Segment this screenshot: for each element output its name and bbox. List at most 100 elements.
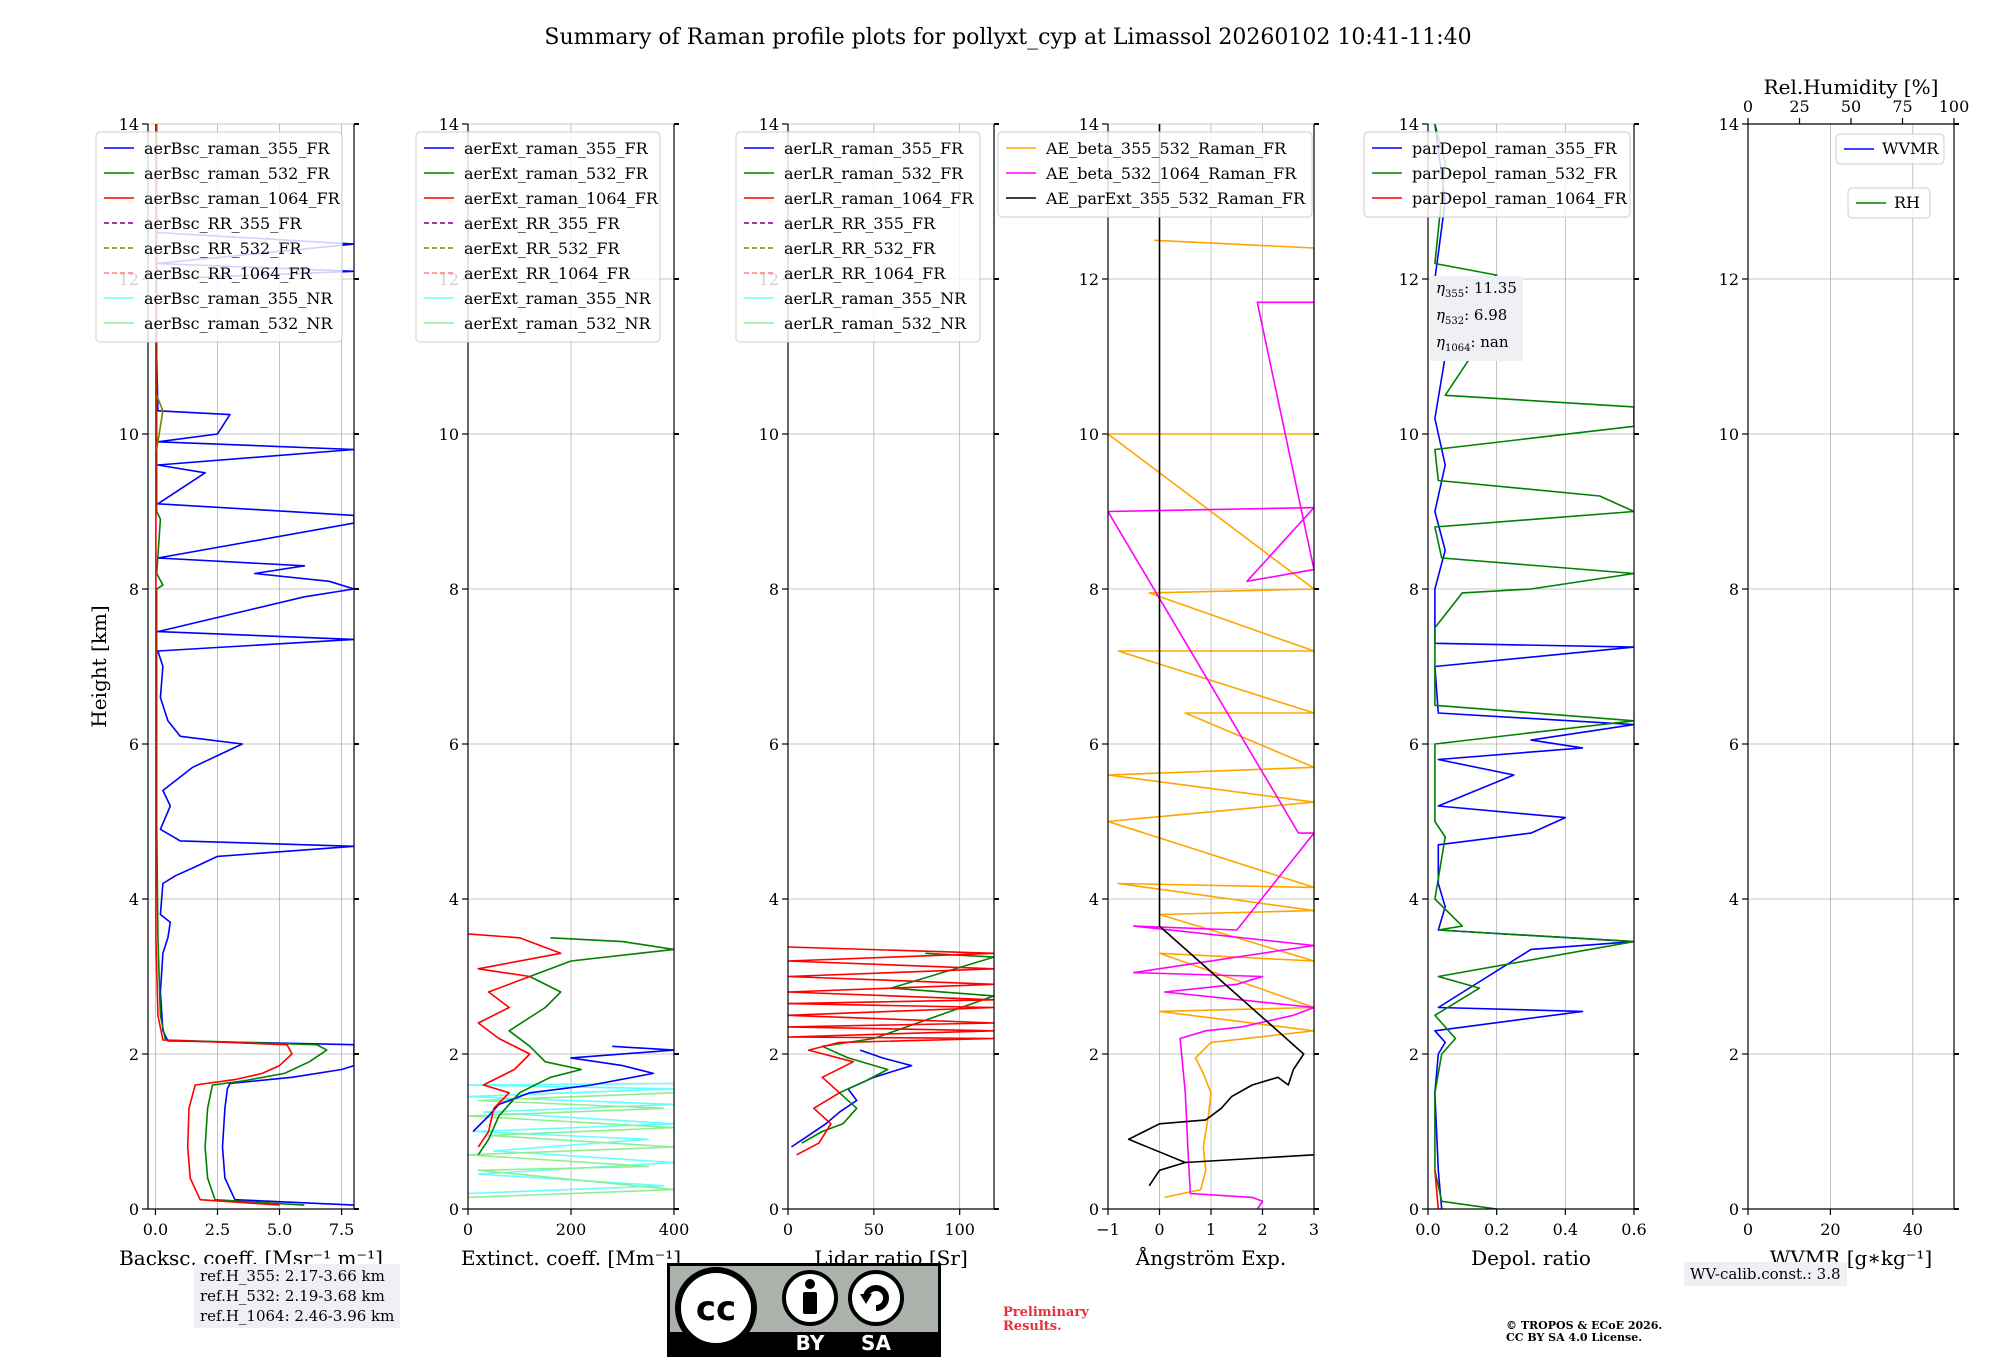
cc-logo-icon (675, 1267, 757, 1349)
y-tick-label: 4 (1409, 890, 1419, 909)
y-tick-label: 2 (449, 1045, 459, 1064)
y-tick-label: 8 (449, 580, 459, 599)
legend-box (735, 131, 981, 343)
y-tick-label: 2 (1729, 1045, 1739, 1064)
x-tick-label: 200 (556, 1220, 587, 1239)
x-tick-label: 0.0 (143, 1220, 168, 1239)
legend-label: aerExt_RR_532_FR (464, 239, 621, 258)
y-tick-label: 0 (1089, 1200, 1099, 1219)
series-parDepol_raman_1064_FR (1434, 1170, 1440, 1209)
y-tick-label: 10 (119, 425, 139, 444)
series-aerBsc_RR_532_FR (155, 395, 164, 450)
series-parDepol_raman_355_FR (1434, 124, 1634, 1209)
y-tick-label: 8 (1089, 580, 1099, 599)
series-aerLR_raman_532_FR (801, 952, 994, 1144)
x-tick-label: 0 (1154, 1220, 1164, 1239)
x-tick-label: 0.0 (1415, 1220, 1440, 1239)
legend-label: aerBsc_raman_355_FR (144, 139, 330, 158)
x-tick-label: 5.0 (267, 1220, 292, 1239)
ref-height-532: ref.H_532: 2.19-3.68 km (200, 1287, 385, 1305)
series-aerExt_raman_355_NR (468, 1082, 674, 1195)
top-axis-label: Rel.Humidity [%] (1764, 75, 1939, 99)
y-tick-label: 0 (1409, 1200, 1419, 1219)
x-tick-label: 0.6 (1621, 1220, 1646, 1239)
legend-label: aerLR_RR_355_FR (784, 214, 936, 233)
figure-title: Summary of Raman profile plots for polly… (544, 25, 1471, 50)
legend-label: aerLR_raman_532_FR (784, 164, 964, 183)
x-tick-label: 100 (944, 1220, 975, 1239)
legend-label: aerExt_raman_355_FR (464, 139, 649, 158)
y-tick-label: 6 (769, 735, 779, 754)
legend-label: aerBsc_raman_532_NR (144, 314, 333, 333)
x-tick-label: 40 (1903, 1220, 1923, 1239)
svg-text:SA: SA (861, 1331, 891, 1355)
y-tick-label: 14 (439, 115, 459, 134)
legend-label: aerExt_raman_1064_FR (464, 189, 659, 208)
y-tick-label: 12 (1399, 270, 1419, 289)
ref-height-1064: ref.H_1064: 2.46-3.96 km (200, 1307, 395, 1325)
y-tick-label: 12 (1079, 270, 1099, 289)
x-tick-label: 20 (1820, 1220, 1840, 1239)
top-x-tick-label: 50 (1841, 97, 1861, 116)
legend-label: RH (1894, 193, 1920, 212)
legend-box (1363, 131, 1631, 218)
series-group (788, 946, 994, 1156)
x-axis-label: Ångström Exp. (1135, 1245, 1286, 1270)
legend-box (1847, 187, 1931, 219)
y-tick-label: 12 (1719, 270, 1739, 289)
x-tick-label: 50 (864, 1220, 884, 1239)
legend-box (95, 131, 343, 343)
x-tick-label: 0 (1743, 1220, 1753, 1239)
top-x-tick-label: 25 (1789, 97, 1809, 116)
y-tick-label: 14 (1719, 115, 1739, 134)
y-tick-label: 2 (769, 1045, 779, 1064)
series-AE_beta_532_1064_Raman_FR (1108, 301, 1314, 1209)
legend-label: aerBsc_raman_532_FR (144, 164, 330, 183)
y-tick-label: 4 (129, 890, 139, 909)
x-tick-label: 3 (1309, 1220, 1319, 1239)
legend: aerExt_raman_355_FR aerExt_raman_532_FRae… (415, 131, 661, 343)
y-tick-label: 4 (1089, 890, 1099, 909)
legend-label: aerLR_RR_1064_FR (784, 264, 946, 283)
svg-text:cc: cc (696, 1289, 736, 1329)
eta-532: η532: 6.98 (1436, 306, 1508, 327)
legend-label: aerLR_RR_532_FR (784, 239, 936, 258)
y-tick-label: 2 (1089, 1045, 1099, 1064)
y-tick-label: 0 (1729, 1200, 1739, 1219)
y-tick-label: 10 (1079, 425, 1099, 444)
y-tick-label: 14 (759, 115, 779, 134)
legend-label: aerExt_RR_1064_FR (464, 264, 631, 283)
legend: AE_beta_355_532_Raman_FR AE_beta_532_1064… (997, 131, 1313, 218)
series-group (468, 933, 674, 1199)
copyright-note: © TROPOS & ECoE 2026. CC BY SA 4.0 Licen… (1506, 1319, 1663, 1344)
series-aerExt_raman_355_FR (472, 1045, 674, 1133)
panel-extinction: 024681012140200400Extinct. coeff. [Mm⁻¹]… (415, 115, 689, 1270)
x-tick-label: 7.5 (329, 1220, 354, 1239)
legend-label: aerLR_raman_532_NR (784, 314, 967, 333)
x-tick-label: 2.5 (205, 1220, 230, 1239)
legend-label: aerBsc_raman_1064_FR (144, 189, 341, 208)
legend-label: WVMR (1882, 139, 1939, 158)
series-aerExt_raman_532_FR (477, 937, 674, 1156)
x-tick-label: 0 (783, 1220, 793, 1239)
y-tick-label: 6 (129, 735, 139, 754)
legend-label: aerBsc_RR_355_FR (144, 214, 302, 233)
y-tick-label: 6 (1409, 735, 1419, 754)
legend-label: aerExt_raman_532_NR (464, 314, 652, 333)
legend-label: aerLR_raman_1064_FR (784, 189, 974, 208)
legend-label: AE_parExt_355_532_Raman_FR (1045, 189, 1306, 208)
legend-label: parDepol_raman_532_FR (1412, 164, 1618, 183)
y-tick-label: 8 (1729, 580, 1739, 599)
x-tick-label: −1 (1096, 1220, 1120, 1239)
x-axis-label: Extinct. coeff. [Mm⁻¹] (461, 1246, 681, 1270)
y-tick-label: 6 (1729, 735, 1739, 754)
eta-355: η355: 11.35 (1436, 279, 1517, 300)
x-tick-label: 0 (463, 1220, 473, 1239)
series-aerLR_raman_1064_FR (788, 946, 994, 1156)
y-tick-label: 14 (1399, 115, 1419, 134)
legend-label: aerExt_RR_355_FR (464, 214, 621, 233)
